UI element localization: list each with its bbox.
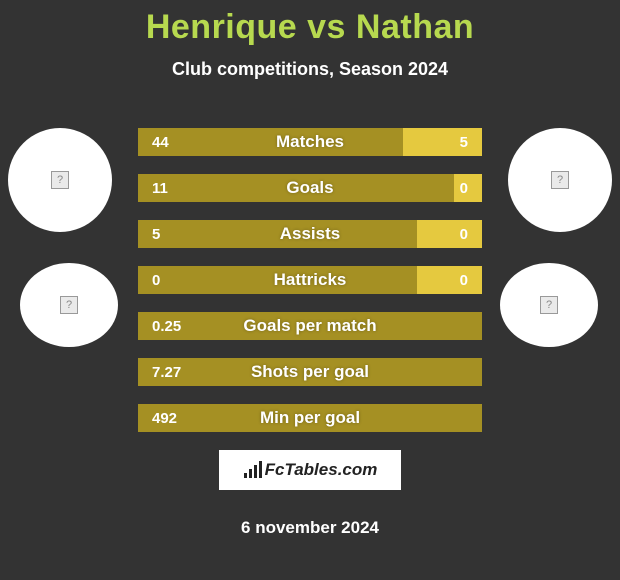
stat-right-bar: 5 (403, 128, 482, 156)
chart-icon (243, 461, 263, 479)
stat-left-bar: 5 (138, 220, 417, 248)
stat-left-bar: 7.27 (138, 358, 482, 386)
image-placeholder-icon: ? (51, 171, 69, 189)
date-label: 6 november 2024 (0, 518, 620, 538)
stat-left-bar: 11 (138, 174, 454, 202)
fctables-logo[interactable]: FcTables.com (219, 450, 401, 490)
stat-right-bar: 0 (454, 174, 482, 202)
stat-right-bar: 0 (417, 220, 482, 248)
image-placeholder-icon: ? (540, 296, 558, 314)
stat-left-bar: 492 (138, 404, 482, 432)
page-title: Henrique vs Nathan (0, 8, 620, 47)
stat-row: 7.27Shots per goal (138, 358, 482, 386)
stat-row: 50Assists (138, 220, 482, 248)
player-left-avatar: ? (8, 128, 112, 232)
main-container: Henrique vs Nathan Club competitions, Se… (0, 0, 620, 580)
stats-area: ? ? ? ? 445Matches 110Goals 50Assists 00Hat… (0, 128, 620, 432)
stat-row: 0.25Goals per match (138, 312, 482, 340)
stat-left-bar: 0 (138, 266, 417, 294)
stat-row: 492Min per goal (138, 404, 482, 432)
stat-right-bar: 0 (417, 266, 482, 294)
stats-bars: 445Matches 110Goals 50Assists 00Hattricks 0.… (138, 128, 482, 432)
player-right-avatar: ? (508, 128, 612, 232)
team-right-logo: ? (500, 263, 598, 347)
image-placeholder-icon: ? (551, 171, 569, 189)
team-left-logo: ? (20, 263, 118, 347)
stat-left-bar: 0.25 (138, 312, 482, 340)
stat-row: 00Hattricks (138, 266, 482, 294)
logo-text: FcTables.com (265, 460, 378, 480)
image-placeholder-icon: ? (60, 296, 78, 314)
stat-row: 445Matches (138, 128, 482, 156)
page-subtitle: Club competitions, Season 2024 (0, 59, 620, 80)
stat-row: 110Goals (138, 174, 482, 202)
stat-left-bar: 44 (138, 128, 403, 156)
